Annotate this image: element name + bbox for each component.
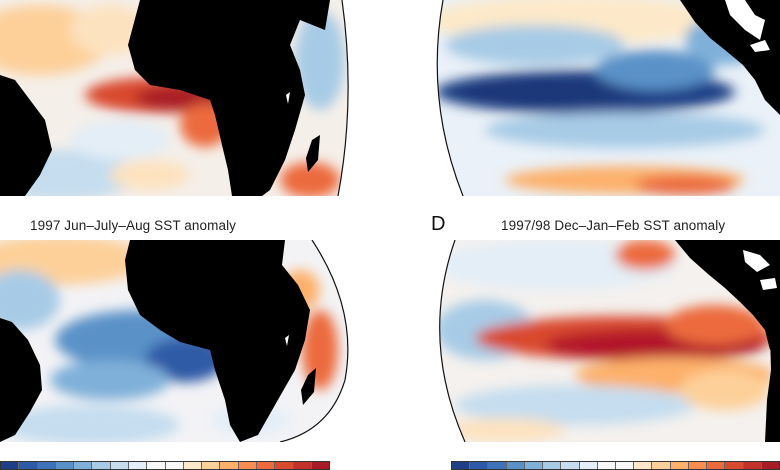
colorbar-left-swatch [202, 462, 221, 469]
colorbar-right-swatch [652, 462, 671, 469]
colorbar-left [0, 461, 330, 470]
colorbar-right-swatch [506, 462, 525, 469]
colorbar-right-swatch [670, 462, 689, 469]
colorbar-right-swatch [615, 462, 635, 469]
colorbar-left-swatch [147, 462, 166, 469]
colorbar-right-swatch [707, 462, 726, 469]
colorbar-left-swatch [110, 462, 129, 469]
map-pacific-djf-svg [439, 240, 780, 442]
colorbar-left-swatch [1, 462, 20, 469]
colorbar-right [451, 461, 780, 470]
panel-label-d: D [431, 213, 446, 235]
colorbar-right-swatch [524, 462, 544, 469]
colorbar-left-swatch [92, 462, 111, 469]
colorbar-left-swatch [128, 462, 148, 469]
colorbar-left-swatch [275, 462, 294, 469]
map-atlantic-top [0, 0, 360, 196]
colorbar-left-swatch [55, 462, 75, 469]
africa-landmass-jja [125, 240, 310, 442]
colorbar-right-swatch [488, 462, 507, 469]
caption-bottom-right: 1997/98 Dec–Jan–Feb SST anomaly [501, 218, 726, 233]
colorbar-left-swatch [238, 462, 257, 469]
colorbar-left-swatch [293, 462, 312, 469]
colorbar-left-swatch [183, 462, 203, 469]
colorbar-left-swatch [256, 462, 276, 469]
south-america-landmass [0, 75, 52, 196]
map-atlantic-top-svg [0, 0, 349, 196]
colorbar-right-swatch [725, 462, 744, 469]
map-pacific-top [425, 0, 780, 196]
colorbar-right-swatch [634, 462, 653, 469]
madagascar-landmass [306, 135, 320, 172]
colorbar-left-swatch [19, 462, 38, 469]
colorbar-left-swatch [37, 462, 56, 469]
colorbar-right-swatch [688, 462, 708, 469]
colorbar-right-swatch [543, 462, 562, 469]
colorbar-left-swatch [165, 462, 184, 469]
colorbar-right-swatch [579, 462, 598, 469]
colorbar-left-swatch [74, 462, 93, 469]
south-america-landmass-jja [0, 318, 42, 442]
africa-landmass [128, 0, 330, 196]
colorbar-right-swatch [561, 462, 580, 469]
colorbar-right-swatch [761, 462, 779, 469]
south-america-landmass-djf [765, 330, 780, 442]
map-pacific-djf [425, 240, 780, 442]
map-atlantic-jja-svg [0, 240, 349, 442]
colorbar-right-swatch [452, 462, 471, 469]
madagascar-landmass-jja [301, 368, 316, 405]
map-atlantic-jja [0, 240, 360, 442]
caption-bottom-left: 1997 Jun–July–Aug SST anomaly [30, 218, 237, 233]
colorbar-left-swatch [311, 462, 330, 469]
colorbar-right-swatch [743, 462, 762, 469]
colorbar-right-swatch [597, 462, 616, 469]
map-pacific-top-svg [436, 0, 780, 196]
colorbar-right-swatch [470, 462, 489, 469]
colorbar-left-swatch [220, 462, 239, 469]
